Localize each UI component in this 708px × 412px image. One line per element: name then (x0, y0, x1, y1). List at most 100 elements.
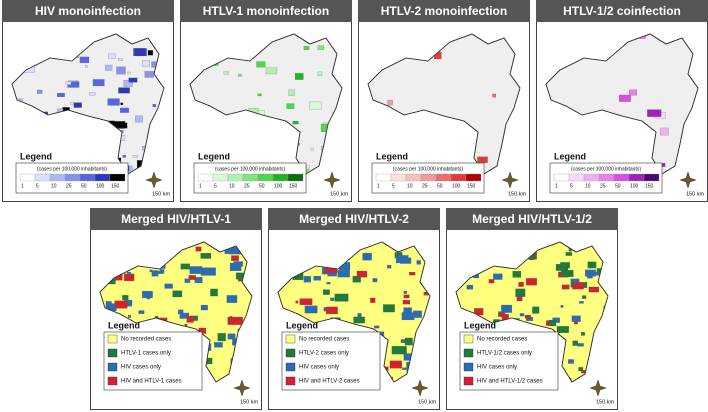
municipality (402, 300, 411, 305)
municipality (265, 67, 278, 75)
municipality (288, 89, 295, 96)
legend-item: HIV and HTLV-2 cases (299, 379, 360, 385)
municipality (114, 300, 128, 309)
municipality (164, 283, 173, 289)
municipality (326, 306, 338, 315)
ramp-tick: 5 (570, 183, 573, 189)
legend-title: Legend (20, 151, 52, 161)
ramp-tick: 25 (66, 183, 72, 189)
ramp-tick: 10 (229, 183, 235, 189)
ramp-swatch (197, 173, 214, 182)
legend-box (459, 331, 559, 391)
municipality (172, 290, 183, 298)
municipality (580, 332, 585, 336)
municipality (556, 326, 569, 333)
municipality (105, 301, 112, 308)
municipality (120, 107, 129, 113)
scale-bar: 150 km (152, 191, 170, 197)
municipality (142, 290, 153, 299)
municipality (572, 282, 584, 290)
municipality (561, 284, 570, 290)
legend-item: HTLV-1/2 cases only (477, 351, 532, 357)
ramp-swatch (435, 173, 452, 182)
municipality (352, 275, 361, 283)
municipality (353, 316, 365, 324)
scale-caption: (cases per 100,000 inhabitants) (215, 166, 285, 172)
scale-bar: 150 km (240, 399, 258, 405)
ramp-swatch (242, 173, 259, 182)
municipality (647, 109, 662, 117)
municipality (138, 310, 145, 314)
municipality (127, 71, 131, 75)
legend-swatch (463, 362, 474, 372)
municipality (309, 101, 322, 110)
legend-swatch (463, 334, 474, 344)
municipality (383, 304, 395, 313)
municipality (364, 253, 370, 257)
ramp-swatch (405, 173, 422, 182)
ramp-swatch (272, 173, 289, 182)
municipality (334, 293, 349, 302)
municipality (195, 246, 202, 252)
municipality (200, 253, 212, 259)
legend-item: No recorded cases (299, 337, 349, 343)
municipality (370, 297, 376, 303)
municipality (409, 272, 416, 276)
municipality (65, 81, 72, 85)
municipality (118, 87, 130, 94)
municipality (184, 323, 188, 327)
municipality (227, 333, 236, 340)
panel: Merged HIV/HTLV-2 Legend No recorded cases… (268, 208, 440, 410)
municipality (532, 306, 540, 314)
municipality (151, 270, 159, 277)
ramp-tick: 1 (199, 183, 202, 189)
scale-bar: 150 km (330, 191, 348, 197)
municipality (159, 269, 165, 274)
municipality (116, 66, 126, 75)
municipality (152, 104, 157, 108)
scale-bar: 150 km (508, 191, 526, 197)
ramp-tick: 10 (585, 183, 591, 189)
municipality (572, 340, 578, 346)
municipality (189, 266, 203, 274)
ramp-tick: 150 (467, 183, 476, 189)
panel-header (90, 208, 262, 230)
municipality (413, 310, 422, 318)
municipality (132, 155, 138, 158)
legend-box (103, 331, 203, 391)
municipality (526, 278, 537, 286)
municipality (577, 343, 584, 347)
municipality (89, 92, 96, 96)
municipality (127, 272, 132, 276)
municipality (403, 291, 407, 294)
legend-swatch (285, 348, 296, 358)
municipality (549, 319, 557, 327)
legend-item: HTLV-2 cases only (299, 351, 349, 357)
municipality (356, 270, 368, 278)
ramp-tick: 5 (36, 183, 39, 189)
municipality (326, 281, 331, 285)
municipality (588, 286, 600, 293)
municipality (144, 71, 154, 78)
legend-swatch (107, 362, 118, 372)
municipality (391, 346, 407, 355)
municipality (584, 269, 596, 277)
legend-title: Legend (108, 320, 140, 330)
ramp-swatch (628, 173, 645, 182)
municipality (92, 79, 105, 87)
legend-item: No recorded cases (477, 337, 527, 343)
ramp-tick: 5 (392, 183, 395, 189)
municipality (292, 121, 299, 125)
ramp-swatch (287, 173, 304, 182)
municipality (85, 65, 88, 68)
municipality (188, 275, 196, 280)
municipality (147, 50, 153, 56)
ramp-tick: 50 (615, 183, 621, 189)
municipality (629, 89, 638, 96)
legend-title: Legend (376, 151, 408, 161)
municipality (317, 71, 323, 76)
ramp-swatch (19, 173, 36, 182)
municipality (257, 93, 262, 97)
ramp-swatch (64, 173, 81, 182)
municipality (142, 60, 150, 67)
